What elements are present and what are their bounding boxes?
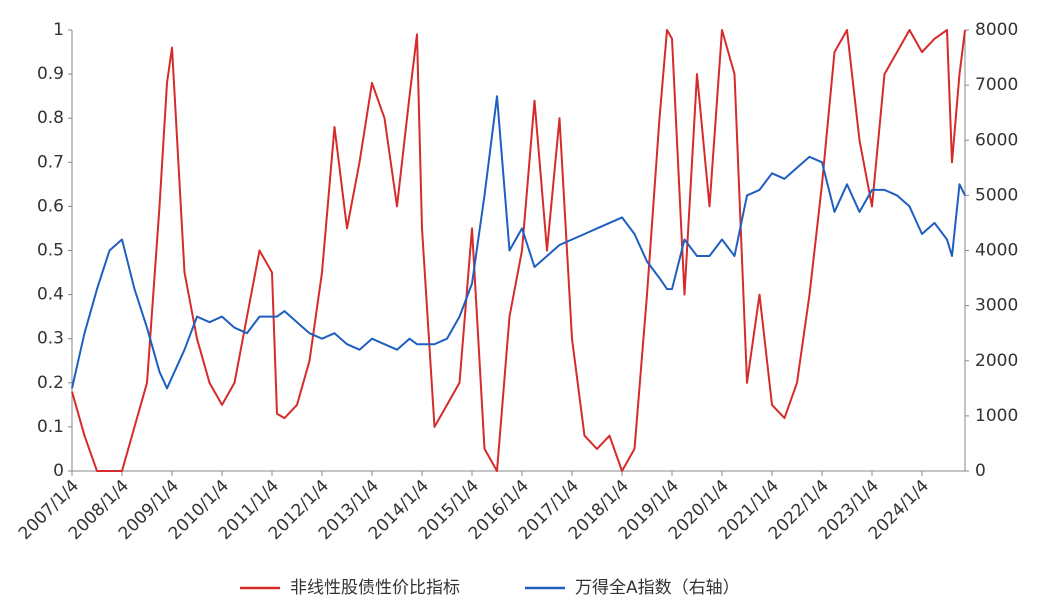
y2-tick-label: 6000 [975,130,1018,150]
y2-tick-label: 0 [975,461,986,481]
y-tick-label: 0.3 [37,329,64,349]
y2-tick-label: 8000 [975,20,1018,40]
y-tick-label: 0.4 [37,285,64,305]
y2-tick-label: 5000 [975,185,1018,205]
y-tick-label: 0.5 [37,241,64,261]
y2-tick-label: 1000 [975,406,1018,426]
y2-tick-label: 7000 [975,75,1018,95]
y2-tick-label: 2000 [975,351,1018,371]
y-tick-label: 0.2 [37,373,64,393]
legend-label: 万得全A指数（右轴） [575,578,740,598]
y2-tick-label: 4000 [975,241,1018,261]
y2-tick-label: 3000 [975,296,1018,316]
y-tick-label: 0.1 [37,417,64,437]
y-tick-label: 0.7 [37,152,64,172]
y-tick-label: 0.6 [37,196,64,216]
y-tick-label: 1 [53,20,64,40]
series-line [71,95,966,390]
y-tick-label: 0.8 [37,108,64,128]
series-line [71,29,966,472]
legend-label: 非线性股债性价比指标 [290,578,460,598]
y-tick-label: 0.9 [37,64,64,84]
y-tick-label: 0 [53,461,64,481]
